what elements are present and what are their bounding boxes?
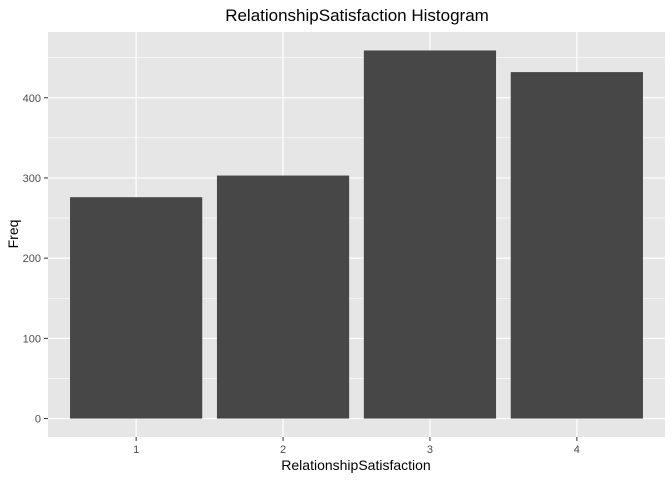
- x-tick-label: 3: [427, 444, 433, 456]
- bar-2: [216, 175, 350, 419]
- x-axis-title: RelationshipSatisfaction: [281, 457, 430, 473]
- y-tick-label: 100: [23, 333, 41, 345]
- x-tick-label: 1: [133, 444, 139, 456]
- bar-1: [70, 197, 203, 419]
- x-axis-ticks: 1 2 3 4: [133, 437, 580, 456]
- bars: [70, 50, 643, 419]
- x-tick-label: 4: [574, 444, 580, 456]
- chart-title: RelationshipSatisfaction Histogram: [225, 6, 489, 25]
- x-tick-label: 2: [280, 444, 286, 456]
- y-axis-title: Freq: [5, 220, 21, 249]
- y-tick-label: 400: [23, 93, 41, 105]
- y-tick-label: 300: [23, 173, 41, 185]
- bar-4: [510, 72, 643, 419]
- bar-3: [363, 50, 497, 419]
- y-tick-label: 0: [35, 414, 41, 426]
- y-tick-label: 200: [23, 253, 41, 265]
- y-axis-ticks: 0 100 200 300 400: [23, 93, 48, 426]
